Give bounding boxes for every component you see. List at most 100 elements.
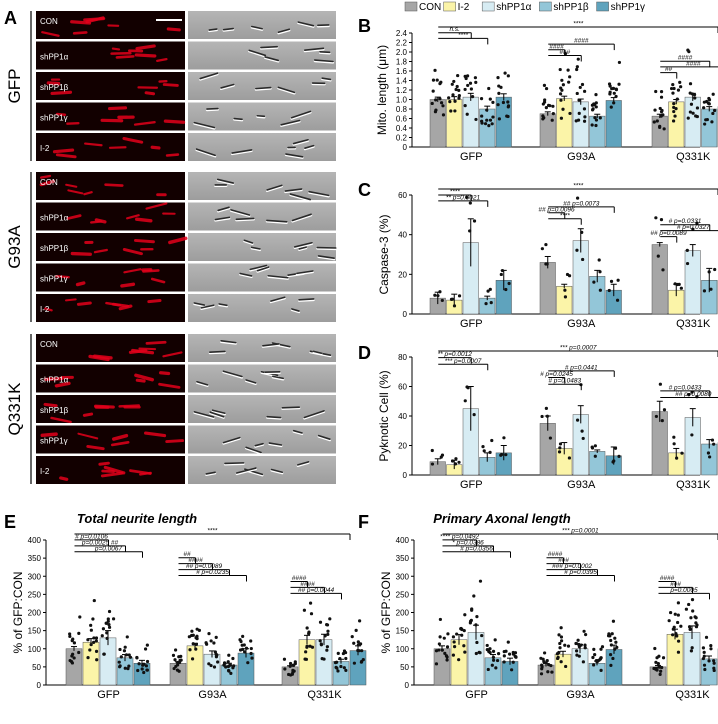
dic-shadow xyxy=(298,246,308,250)
data-point xyxy=(575,65,579,69)
data-point xyxy=(71,637,75,641)
data-point xyxy=(336,669,340,673)
data-point xyxy=(456,73,460,78)
data-point xyxy=(433,68,437,72)
data-point xyxy=(455,632,459,636)
y-tick-label: 20 xyxy=(398,442,407,451)
data-point xyxy=(654,216,658,220)
data-point xyxy=(710,120,714,124)
data-point xyxy=(434,662,439,666)
data-point xyxy=(465,112,469,116)
condition-label: CON xyxy=(40,17,58,26)
mitochondrion-mark xyxy=(52,148,75,154)
data-point xyxy=(574,649,579,653)
data-point xyxy=(457,88,461,92)
condition-label: shPP1γ xyxy=(40,275,68,284)
data-point xyxy=(685,248,689,252)
condition-label: I-2 xyxy=(40,144,50,153)
data-point xyxy=(667,619,671,623)
dic-highlight xyxy=(265,220,288,224)
data-point xyxy=(344,656,348,661)
mitochondrion-mark xyxy=(105,301,122,307)
dic-highlight xyxy=(218,303,228,308)
significance-label: #### xyxy=(678,55,693,62)
significance-label: # p=0.0331 xyxy=(669,218,702,225)
condition-label: shPP1γ xyxy=(40,437,68,446)
data-point xyxy=(653,646,657,651)
data-point xyxy=(708,455,712,459)
data-point xyxy=(77,650,81,655)
bar xyxy=(651,244,668,315)
data-point xyxy=(475,640,479,645)
data-point xyxy=(653,108,657,112)
legend-label: shPP1α xyxy=(496,2,531,13)
data-point xyxy=(567,80,571,84)
data-point xyxy=(496,652,501,656)
fluorescence-image xyxy=(36,294,185,322)
data-point xyxy=(325,648,329,652)
data-point xyxy=(507,281,511,286)
mitochondrion-mark xyxy=(122,136,144,144)
bar xyxy=(220,664,238,686)
mitochondrion-mark xyxy=(168,236,188,245)
data-point xyxy=(328,617,332,621)
bar xyxy=(349,650,367,686)
data-point xyxy=(559,86,563,90)
mitochondrion-mark xyxy=(122,247,143,256)
y-tick-label: 80 xyxy=(398,353,407,362)
x-tick-label: Q331K xyxy=(676,151,711,163)
data-point xyxy=(466,386,470,390)
data-point xyxy=(612,101,616,105)
data-point xyxy=(430,448,434,453)
data-point xyxy=(655,119,659,123)
data-point xyxy=(582,629,586,633)
data-point xyxy=(672,442,676,446)
dic-shadow xyxy=(193,411,215,418)
data-point xyxy=(214,635,218,639)
dic-shadow xyxy=(195,148,216,157)
significance-label: # p=0.0395 xyxy=(564,569,597,576)
data-point xyxy=(100,634,104,638)
data-point xyxy=(490,438,494,443)
data-point xyxy=(117,660,121,664)
mitochondrion-mark xyxy=(123,268,142,274)
data-point xyxy=(583,646,587,650)
dic-shadow xyxy=(280,119,301,126)
dic-shadow xyxy=(291,213,312,222)
data-point xyxy=(490,663,494,667)
dic-highlight xyxy=(317,255,336,261)
data-point xyxy=(657,654,661,658)
data-point xyxy=(499,453,503,457)
data-point xyxy=(473,76,478,80)
data-point xyxy=(173,658,177,662)
dic-shadow xyxy=(289,193,312,201)
data-point xyxy=(566,68,570,72)
data-point xyxy=(581,257,585,262)
data-point xyxy=(594,105,598,109)
data-point xyxy=(658,382,662,386)
data-point xyxy=(688,110,692,114)
dic-highlight xyxy=(292,139,310,146)
data-point xyxy=(360,649,364,653)
bar xyxy=(572,101,589,148)
data-point xyxy=(546,670,550,674)
dic-shadow xyxy=(220,83,235,89)
condition-label: shPP1β xyxy=(40,244,69,253)
data-point xyxy=(506,74,510,78)
data-point xyxy=(540,667,544,671)
mitochondrion-mark xyxy=(145,340,167,345)
y-tick-label: 20 xyxy=(398,270,407,279)
mitochondrion-mark xyxy=(55,153,77,159)
data-point xyxy=(559,660,563,664)
data-point xyxy=(705,117,709,122)
y-tick-label: 40 xyxy=(398,231,407,240)
data-point xyxy=(485,643,489,648)
data-point xyxy=(483,122,488,126)
data-point xyxy=(339,664,343,669)
data-point xyxy=(229,671,233,676)
dic-shadow xyxy=(255,86,272,90)
data-point xyxy=(702,654,706,658)
data-point xyxy=(575,653,579,657)
data-point xyxy=(567,456,572,460)
data-point xyxy=(676,650,681,654)
